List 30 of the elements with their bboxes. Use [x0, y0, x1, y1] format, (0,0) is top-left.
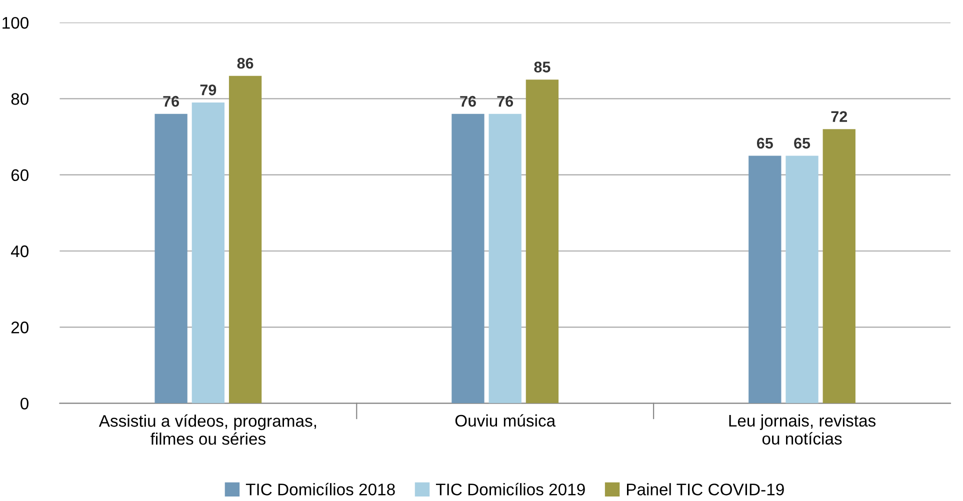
legend-label: TIC Domicílios 2019: [436, 482, 585, 496]
bar: [488, 114, 522, 404]
bar: [154, 114, 188, 404]
data-label: 65: [756, 138, 773, 149]
data-label: 72: [831, 111, 848, 122]
data-label: 85: [534, 62, 550, 72]
data-label: 65: [794, 138, 810, 149]
bar: [228, 76, 262, 404]
bar: [526, 80, 559, 404]
y-tick-label: 100: [2, 16, 28, 29]
bar: [822, 129, 856, 404]
data-label: 76: [163, 96, 179, 107]
y-tick-label: 40: [10, 245, 28, 258]
data-label: 76: [460, 96, 476, 107]
legend-label: TIC Domicílios 2018: [246, 482, 395, 496]
x-tick-label: Leu jornais, revistas ou notícias: [729, 414, 876, 445]
data-label: 79: [200, 84, 216, 96]
data-label: 86: [237, 58, 254, 69]
x-tick-label: Ouviu música: [455, 414, 556, 427]
y-tick-label: 80: [11, 93, 28, 105]
y-tick-label: 20: [11, 322, 28, 334]
bar: [786, 156, 818, 404]
bar: [192, 102, 224, 404]
bar: [452, 114, 484, 404]
bar: [748, 156, 782, 404]
legend-label: Painel TIC COVID-19: [626, 483, 784, 496]
y-tick-label: 0: [20, 398, 28, 410]
y-tick-label: 60: [11, 169, 28, 182]
x-tick-label: Assistiu a vídeos, programas, filmes ou séries: [98, 414, 316, 445]
data-label: 76: [497, 96, 514, 107]
